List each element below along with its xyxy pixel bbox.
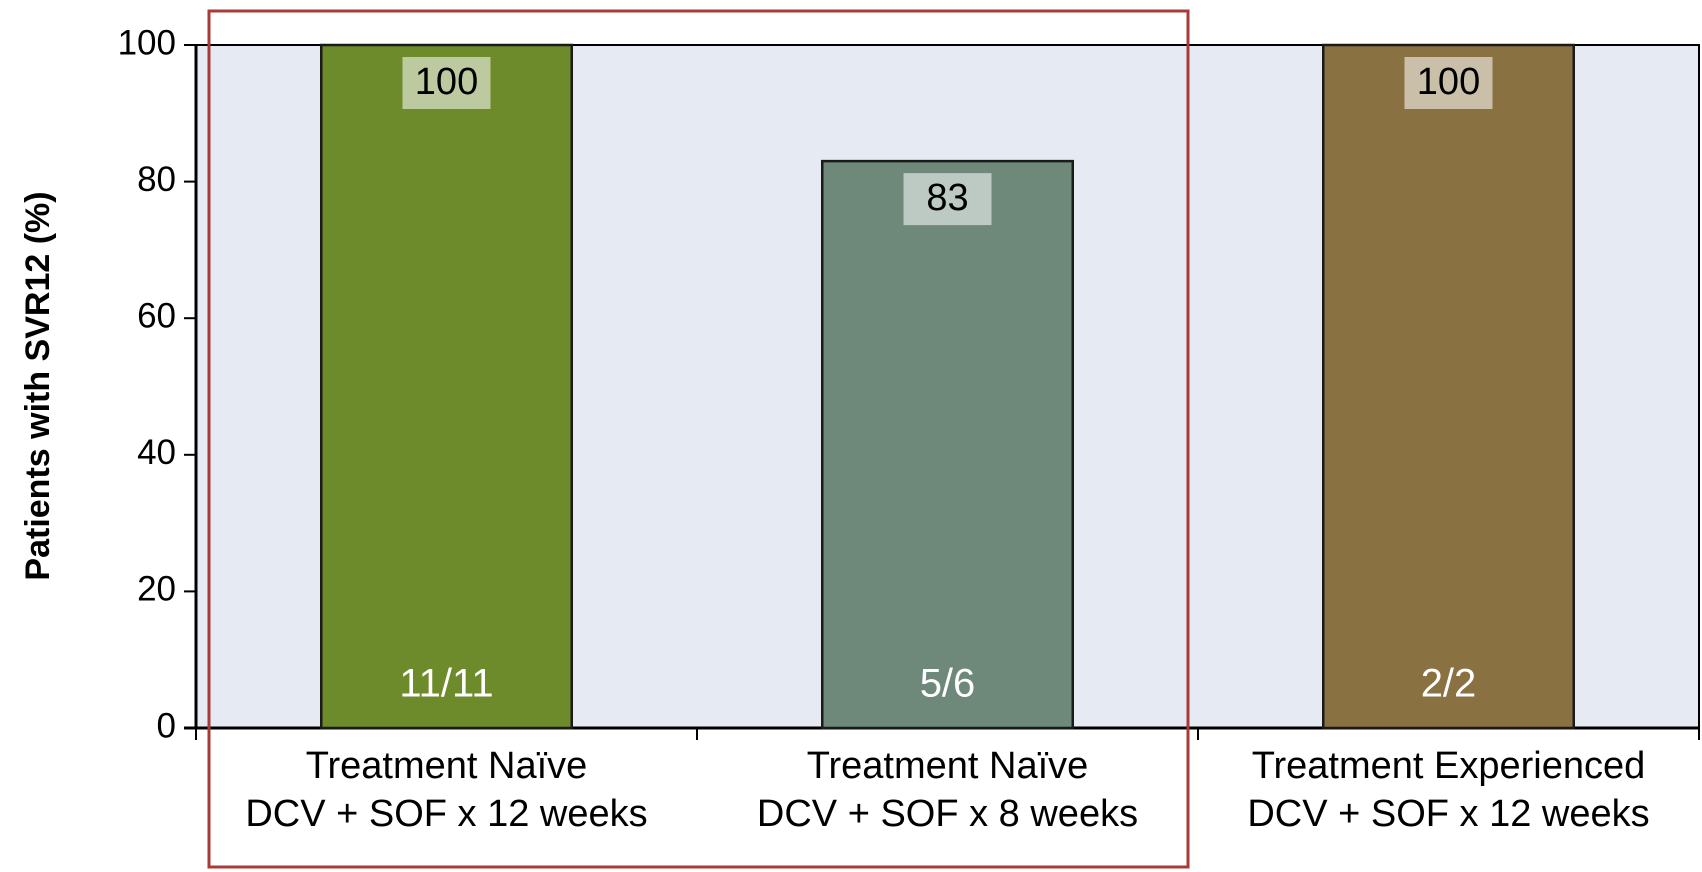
y-tick-label: 40 — [137, 433, 176, 472]
count-label: 2/2 — [1421, 662, 1477, 706]
value-label-box — [1404, 57, 1493, 109]
bar — [821, 159, 1074, 730]
count-label: 5/6 — [920, 662, 976, 706]
bar — [320, 43, 573, 730]
value-label-box — [903, 173, 992, 226]
y-tick-label: 80 — [137, 160, 176, 199]
y-tick-label: 100 — [118, 23, 176, 62]
count-label: 11/11 — [399, 662, 493, 706]
y-tick-label: 60 — [137, 296, 176, 335]
x-tick-label: DCV + SOF x 8 weeks — [757, 793, 1138, 835]
x-tick-label: Treatment Naïve — [306, 745, 588, 787]
x-tick-label: Treatment Naïve — [807, 745, 1089, 787]
value-label: 83 — [926, 177, 968, 219]
highlight-box — [207, 9, 1190, 869]
y-tick-label: 20 — [137, 570, 176, 609]
y-axis-label: Patients with SVR12 (%) — [19, 191, 57, 580]
x-tick-label: DCV + SOF x 12 weeks — [1247, 793, 1649, 835]
x-tick-label: DCV + SOF x 12 weeks — [245, 793, 647, 835]
value-label: 100 — [415, 61, 478, 103]
bar — [1322, 43, 1575, 730]
value-label-box — [402, 57, 491, 109]
y-tick-label: 0 — [157, 706, 176, 745]
x-tick-label: Treatment Experienced — [1252, 745, 1646, 787]
value-label: 100 — [1417, 61, 1480, 103]
